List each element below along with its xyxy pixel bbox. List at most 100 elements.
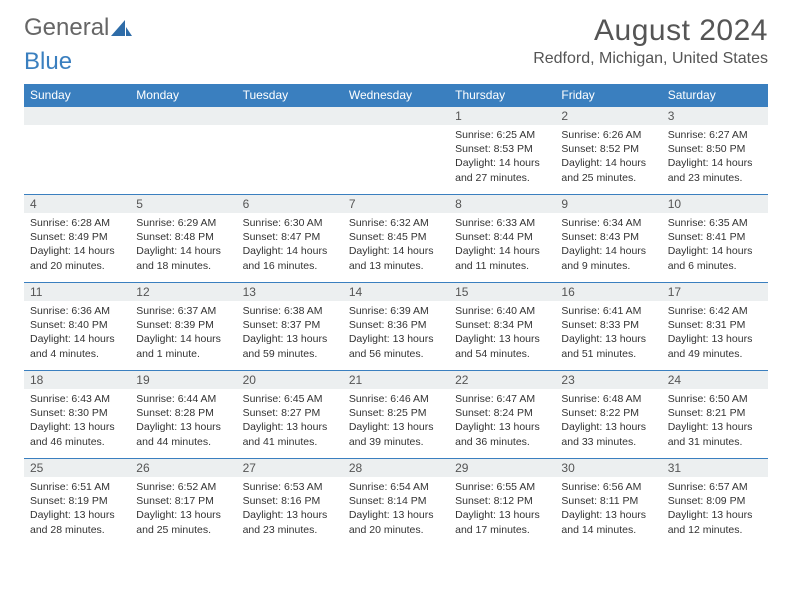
weekday-head: Monday: [130, 84, 236, 107]
daylight-text: Daylight: 13 hours and 39 minutes.: [349, 420, 443, 448]
calendar-week-row: 11Sunrise: 6:36 AMSunset: 8:40 PMDayligh…: [24, 283, 768, 371]
day-number: 2: [555, 107, 661, 125]
calendar-cell: [237, 107, 343, 195]
calendar-cell: 10Sunrise: 6:35 AMSunset: 8:41 PMDayligh…: [662, 195, 768, 283]
daylight-text: Daylight: 14 hours and 6 minutes.: [668, 244, 762, 272]
daylight-text: Daylight: 14 hours and 16 minutes.: [243, 244, 337, 272]
calendar-week-row: 18Sunrise: 6:43 AMSunset: 8:30 PMDayligh…: [24, 371, 768, 459]
calendar-cell: 5 Sunrise: 6:29 AMSunset: 8:48 PMDaylight…: [130, 195, 236, 283]
day-number: [24, 107, 130, 125]
sunset-text: Sunset: 8:43 PM: [561, 230, 655, 244]
daylight-text: Daylight: 13 hours and 51 minutes.: [561, 332, 655, 360]
daylight-text: Daylight: 13 hours and 23 minutes.: [243, 508, 337, 536]
day-number: 22: [449, 371, 555, 389]
day-details: Sunrise: 6:39 AMSunset: 8:36 PMDaylight:…: [343, 301, 449, 365]
day-number: 19: [130, 371, 236, 389]
logo-sail-icon: [111, 18, 133, 38]
calendar-cell: 26Sunrise: 6:52 AMSunset: 8:17 PMDayligh…: [130, 459, 236, 547]
daylight-text: Daylight: 13 hours and 59 minutes.: [243, 332, 337, 360]
weekday-head: Friday: [555, 84, 661, 107]
calendar-cell: 15Sunrise: 6:40 AMSunset: 8:34 PMDayligh…: [449, 283, 555, 371]
day-details: Sunrise: 6:40 AMSunset: 8:34 PMDaylight:…: [449, 301, 555, 365]
day-details: Sunrise: 6:27 AMSunset: 8:50 PMDaylight:…: [662, 125, 768, 189]
day-number: 18: [24, 371, 130, 389]
daylight-text: Daylight: 14 hours and 4 minutes.: [30, 332, 124, 360]
calendar-cell: 20Sunrise: 6:45 AMSunset: 8:27 PMDayligh…: [237, 371, 343, 459]
day-details: Sunrise: 6:51 AMSunset: 8:19 PMDaylight:…: [24, 477, 130, 541]
day-details: Sunrise: 6:36 AMSunset: 8:40 PMDaylight:…: [24, 301, 130, 365]
calendar-cell: 12Sunrise: 6:37 AMSunset: 8:39 PMDayligh…: [130, 283, 236, 371]
calendar-cell: 28Sunrise: 6:54 AMSunset: 8:14 PMDayligh…: [343, 459, 449, 547]
day-number: 17: [662, 283, 768, 301]
daylight-text: Daylight: 13 hours and 46 minutes.: [30, 420, 124, 448]
sunrise-text: Sunrise: 6:40 AM: [455, 304, 549, 318]
calendar-cell: 6Sunrise: 6:30 AMSunset: 8:47 PMDaylight…: [237, 195, 343, 283]
calendar-cell: 14Sunrise: 6:39 AMSunset: 8:36 PMDayligh…: [343, 283, 449, 371]
sunset-text: Sunset: 8:21 PM: [668, 406, 762, 420]
sunset-text: Sunset: 8:34 PM: [455, 318, 549, 332]
sunrise-text: Sunrise: 6:57 AM: [668, 480, 762, 494]
calendar-cell: 3Sunrise: 6:27 AMSunset: 8:50 PMDaylight…: [662, 107, 768, 195]
sunrise-text: Sunrise: 6:36 AM: [30, 304, 124, 318]
sunrise-text: Sunrise: 6:39 AM: [349, 304, 443, 318]
day-number: 23: [555, 371, 661, 389]
day-details: Sunrise: 6:37 AMSunset: 8:39 PMDaylight:…: [130, 301, 236, 365]
sunrise-text: Sunrise: 6:52 AM: [136, 480, 230, 494]
sunrise-text: Sunrise: 6:42 AM: [668, 304, 762, 318]
day-number: 5: [130, 195, 236, 213]
daylight-text: Daylight: 14 hours and 13 minutes.: [349, 244, 443, 272]
daylight-text: Daylight: 14 hours and 20 minutes.: [30, 244, 124, 272]
day-number: 16: [555, 283, 661, 301]
daylight-text: Daylight: 14 hours and 9 minutes.: [561, 244, 655, 272]
day-number: 14: [343, 283, 449, 301]
daylight-text: Daylight: 14 hours and 23 minutes.: [668, 156, 762, 184]
daylight-text: Daylight: 13 hours and 31 minutes.: [668, 420, 762, 448]
daylight-text: Daylight: 13 hours and 54 minutes.: [455, 332, 549, 360]
day-details: Sunrise: 6:53 AMSunset: 8:16 PMDaylight:…: [237, 477, 343, 541]
sunset-text: Sunset: 8:48 PM: [136, 230, 230, 244]
day-details: Sunrise: 6:47 AMSunset: 8:24 PMDaylight:…: [449, 389, 555, 453]
sunrise-text: Sunrise: 6:48 AM: [561, 392, 655, 406]
daylight-text: Daylight: 14 hours and 27 minutes.: [455, 156, 549, 184]
daylight-text: Daylight: 13 hours and 17 minutes.: [455, 508, 549, 536]
sunrise-text: Sunrise: 6:26 AM: [561, 128, 655, 142]
daylight-text: Daylight: 13 hours and 33 minutes.: [561, 420, 655, 448]
calendar-cell: 31Sunrise: 6:57 AMSunset: 8:09 PMDayligh…: [662, 459, 768, 547]
sunset-text: Sunset: 8:28 PM: [136, 406, 230, 420]
calendar-cell: 19Sunrise: 6:44 AMSunset: 8:28 PMDayligh…: [130, 371, 236, 459]
sunset-text: Sunset: 8:44 PM: [455, 230, 549, 244]
calendar-cell: 22Sunrise: 6:47 AMSunset: 8:24 PMDayligh…: [449, 371, 555, 459]
sunset-text: Sunset: 8:25 PM: [349, 406, 443, 420]
sunrise-text: Sunrise: 6:32 AM: [349, 216, 443, 230]
day-details: Sunrise: 6:50 AMSunset: 8:21 PMDaylight:…: [662, 389, 768, 453]
daylight-text: Daylight: 14 hours and 25 minutes.: [561, 156, 655, 184]
day-number: 10: [662, 195, 768, 213]
day-details: Sunrise: 6:52 AMSunset: 8:17 PMDaylight:…: [130, 477, 236, 541]
day-details: Sunrise: 6:30 AMSunset: 8:47 PMDaylight:…: [237, 213, 343, 277]
calendar-page: General August 2024 Redford, Michigan, U…: [0, 0, 792, 557]
daylight-text: Daylight: 13 hours and 56 minutes.: [349, 332, 443, 360]
day-details: Sunrise: 6:45 AMSunset: 8:27 PMDaylight:…: [237, 389, 343, 453]
calendar-cell: 9Sunrise: 6:34 AMSunset: 8:43 PMDaylight…: [555, 195, 661, 283]
sunset-text: Sunset: 8:45 PM: [349, 230, 443, 244]
day-number: [130, 107, 236, 125]
logo-text-1: General: [24, 14, 109, 42]
sunset-text: Sunset: 8:37 PM: [243, 318, 337, 332]
sunset-text: Sunset: 8:31 PM: [668, 318, 762, 332]
sunrise-text: Sunrise: 6:34 AM: [561, 216, 655, 230]
daylight-text: Daylight: 13 hours and 44 minutes.: [136, 420, 230, 448]
calendar-cell: 1Sunrise: 6:25 AMSunset: 8:53 PMDaylight…: [449, 107, 555, 195]
daylight-text: Daylight: 14 hours and 11 minutes.: [455, 244, 549, 272]
day-number: 20: [237, 371, 343, 389]
sunrise-text: Sunrise: 6:29 AM: [136, 216, 230, 230]
sunrise-text: Sunrise: 6:56 AM: [561, 480, 655, 494]
sunset-text: Sunset: 8:30 PM: [30, 406, 124, 420]
sunrise-text: Sunrise: 6:25 AM: [455, 128, 549, 142]
calendar-cell: [343, 107, 449, 195]
calendar-cell: 29Sunrise: 6:55 AMSunset: 8:12 PMDayligh…: [449, 459, 555, 547]
day-details: Sunrise: 6:25 AMSunset: 8:53 PMDaylight:…: [449, 125, 555, 189]
calendar-week-row: 1Sunrise: 6:25 AMSunset: 8:53 PMDaylight…: [24, 107, 768, 195]
daylight-text: Daylight: 14 hours and 18 minutes.: [136, 244, 230, 272]
calendar-cell: 8Sunrise: 6:33 AMSunset: 8:44 PMDaylight…: [449, 195, 555, 283]
sunset-text: Sunset: 8:52 PM: [561, 142, 655, 156]
